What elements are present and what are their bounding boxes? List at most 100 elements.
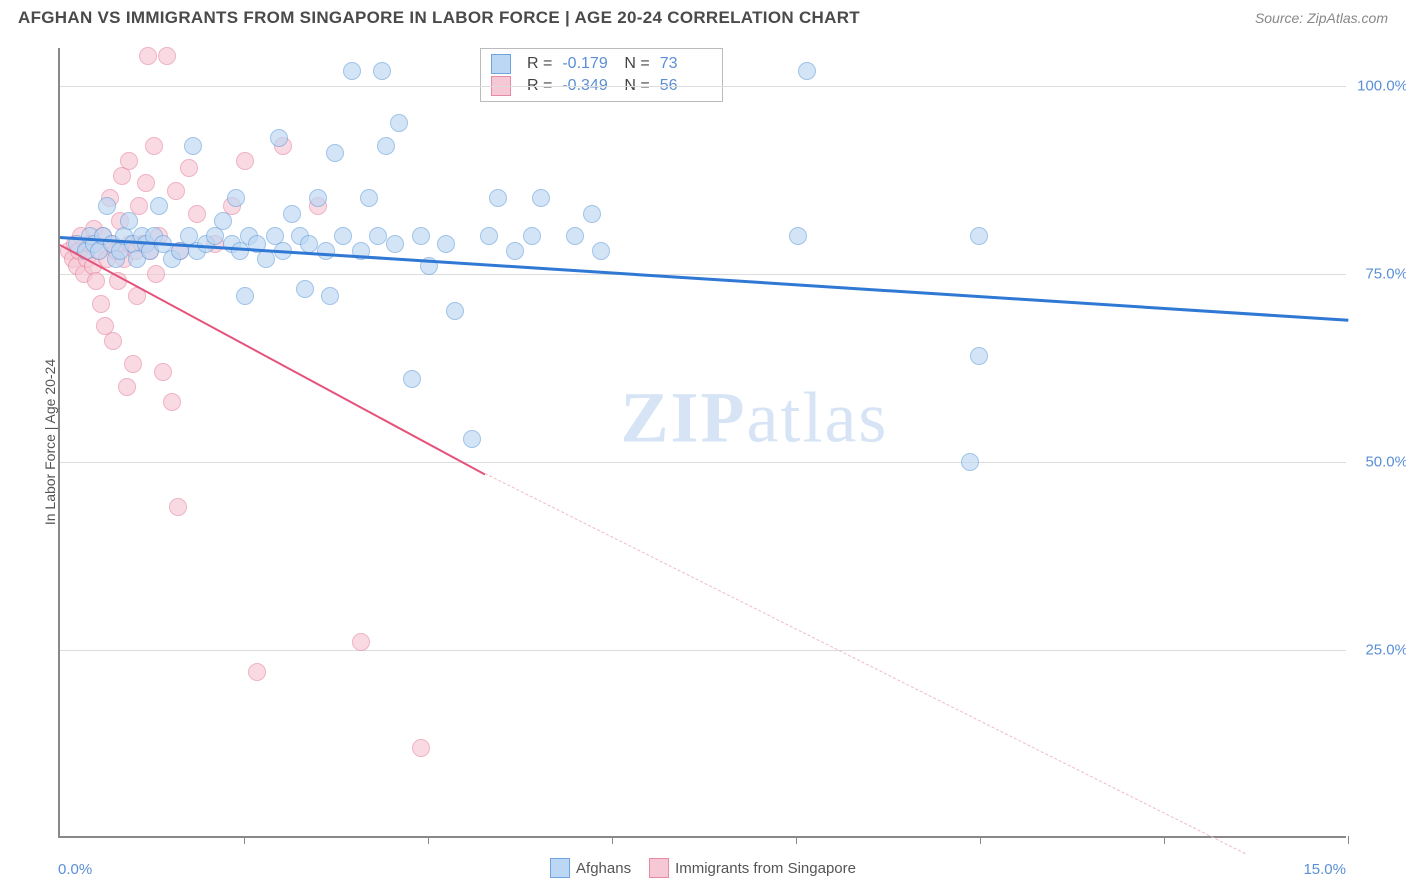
legend-label: Immigrants from Singapore xyxy=(675,860,856,877)
watermark-zip: ZIP xyxy=(620,378,746,458)
scatter-point xyxy=(970,347,988,365)
stats-n-label: N = xyxy=(624,55,649,73)
stats-r-label: R = xyxy=(527,55,552,73)
chart-source: Source: ZipAtlas.com xyxy=(1255,10,1388,26)
scatter-point xyxy=(373,62,391,80)
plot-area: ZIPatlas In Labor Force | Age 20-24 R =-… xyxy=(58,48,1346,838)
scatter-point xyxy=(184,137,202,155)
stats-n-value: 73 xyxy=(660,55,712,73)
scatter-point xyxy=(592,242,610,260)
scatter-point xyxy=(248,663,266,681)
scatter-point xyxy=(390,114,408,132)
x-axis-max-label: 15.0% xyxy=(1303,861,1346,878)
legend-label: Afghans xyxy=(576,860,631,877)
scatter-point xyxy=(532,189,550,207)
scatter-point xyxy=(137,174,155,192)
scatter-point xyxy=(321,287,339,305)
scatter-point xyxy=(188,205,206,223)
scatter-point xyxy=(227,189,245,207)
scatter-point xyxy=(104,332,122,350)
scatter-point xyxy=(120,212,138,230)
stats-r-value: -0.179 xyxy=(562,55,614,73)
trend-line xyxy=(60,244,486,475)
scatter-point xyxy=(583,205,601,223)
scatter-point xyxy=(480,227,498,245)
scatter-point xyxy=(158,47,176,65)
gridline xyxy=(60,274,1346,275)
scatter-point xyxy=(236,152,254,170)
gridline xyxy=(60,86,1346,87)
scatter-point xyxy=(154,363,172,381)
legend-swatch xyxy=(550,858,570,878)
y-tick-label: 75.0% xyxy=(1365,265,1406,282)
scatter-point xyxy=(147,265,165,283)
x-tick xyxy=(428,836,429,844)
chart-title: AFGHAN VS IMMIGRANTS FROM SINGAPORE IN L… xyxy=(18,8,860,28)
x-axis-min-label: 0.0% xyxy=(58,861,92,878)
scatter-point xyxy=(236,287,254,305)
scatter-point xyxy=(343,62,361,80)
scatter-point xyxy=(386,235,404,253)
scatter-point xyxy=(180,159,198,177)
scatter-point xyxy=(352,633,370,651)
scatter-point xyxy=(798,62,816,80)
scatter-point xyxy=(566,227,584,245)
scatter-point xyxy=(463,430,481,448)
scatter-point xyxy=(167,182,185,200)
scatter-point xyxy=(270,129,288,147)
scatter-point xyxy=(489,189,507,207)
legend-item: Immigrants from Singapore xyxy=(649,858,856,878)
stats-legend-box: R =-0.179N =73R =-0.349N =56 xyxy=(480,48,723,102)
scatter-point xyxy=(437,235,455,253)
scatter-point xyxy=(403,370,421,388)
y-tick-label: 50.0% xyxy=(1365,453,1406,470)
scatter-point xyxy=(139,47,157,65)
scatter-point xyxy=(169,498,187,516)
scatter-point xyxy=(326,144,344,162)
scatter-point xyxy=(150,197,168,215)
bottom-legend: Afghans Immigrants from Singapore xyxy=(550,858,856,878)
trend-line xyxy=(485,473,1245,854)
scatter-point xyxy=(309,189,327,207)
scatter-point xyxy=(369,227,387,245)
gridline xyxy=(60,462,1346,463)
scatter-point xyxy=(120,152,138,170)
chart-header: AFGHAN VS IMMIGRANTS FROM SINGAPORE IN L… xyxy=(0,0,1406,32)
scatter-point xyxy=(124,355,142,373)
x-tick xyxy=(1348,836,1349,844)
legend-swatch xyxy=(649,858,669,878)
scatter-point xyxy=(446,302,464,320)
trend-line xyxy=(60,236,1348,322)
x-tick xyxy=(244,836,245,844)
watermark: ZIPatlas xyxy=(620,377,888,460)
scatter-point xyxy=(360,189,378,207)
scatter-point xyxy=(296,280,314,298)
scatter-point xyxy=(961,453,979,471)
chart-container: ZIPatlas In Labor Force | Age 20-24 R =-… xyxy=(18,40,1388,880)
stats-row: R = -0.179 N = 73 xyxy=(491,53,712,75)
scatter-point xyxy=(118,378,136,396)
scatter-point xyxy=(970,227,988,245)
scatter-point xyxy=(789,227,807,245)
scatter-point xyxy=(317,242,335,260)
scatter-point xyxy=(98,197,116,215)
scatter-point xyxy=(412,739,430,757)
y-tick-label: 25.0% xyxy=(1365,641,1406,658)
legend-swatch xyxy=(491,54,511,74)
scatter-point xyxy=(506,242,524,260)
y-tick-label: 100.0% xyxy=(1357,77,1406,94)
x-tick xyxy=(612,836,613,844)
x-tick xyxy=(796,836,797,844)
gridline xyxy=(60,650,1346,651)
x-tick xyxy=(1164,836,1165,844)
watermark-atlas: atlas xyxy=(746,378,888,458)
y-axis-label: In Labor Force | Age 20-24 xyxy=(42,359,58,525)
scatter-point xyxy=(300,235,318,253)
scatter-point xyxy=(334,227,352,245)
x-tick xyxy=(980,836,981,844)
scatter-point xyxy=(377,137,395,155)
scatter-point xyxy=(145,137,163,155)
scatter-point xyxy=(412,227,430,245)
scatter-point xyxy=(214,212,232,230)
scatter-point xyxy=(523,227,541,245)
